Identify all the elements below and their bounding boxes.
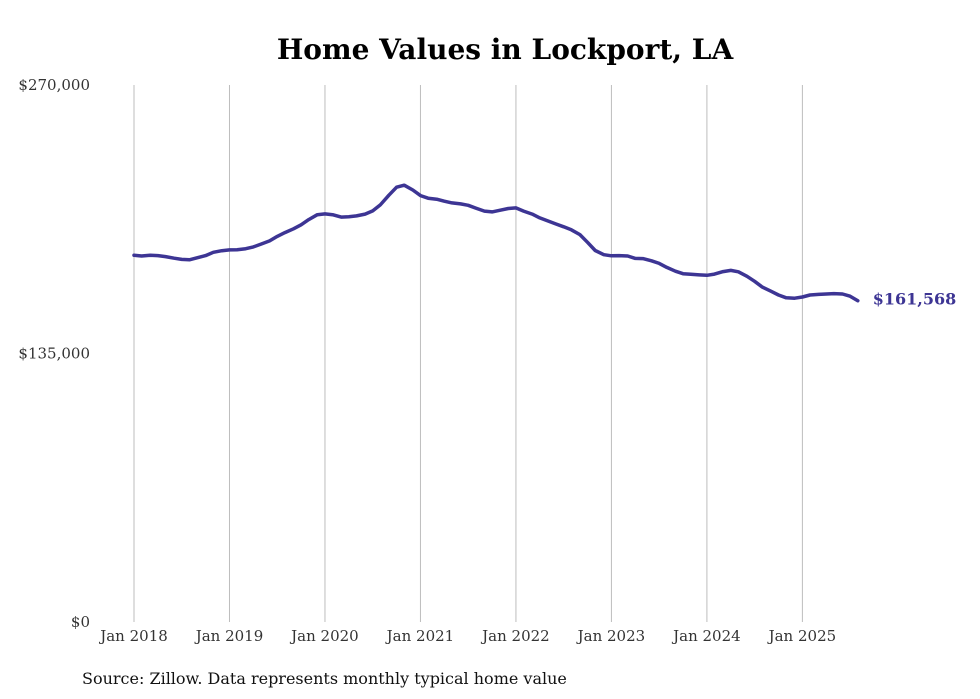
x-tick-label: Jan 2021: [385, 627, 455, 645]
x-tick-label: Jan 2023: [576, 627, 646, 645]
x-tick-label: Jan 2022: [480, 627, 550, 645]
gridlines: [133, 85, 803, 622]
x-axis-ticks: Jan 2018 Jan 2019 Jan 2020 Jan 2021 Jan 2022…: [98, 627, 836, 645]
series-line-home-value: [132, 183, 860, 303]
chart-title: Home Values in Lockport, LA: [277, 33, 735, 66]
source-note: Source: Zillow. Data represents monthly …: [82, 669, 567, 688]
x-tick-label: Jan 2025: [767, 627, 837, 645]
y-tick-label: $135,000: [18, 345, 90, 363]
y-tick-label: $270,000: [18, 76, 90, 94]
x-tick-label: Jan 2019: [194, 627, 264, 645]
x-tick-label: Jan 2020: [289, 627, 359, 645]
x-tick-label: Jan 2024: [671, 627, 741, 645]
end-value-label: $161,568: [873, 290, 957, 309]
y-axis-ticks: $0 $135,000 $270,000: [18, 76, 90, 631]
y-tick-label: $0: [71, 613, 90, 631]
x-tick-label: Jan 2018: [98, 627, 168, 645]
